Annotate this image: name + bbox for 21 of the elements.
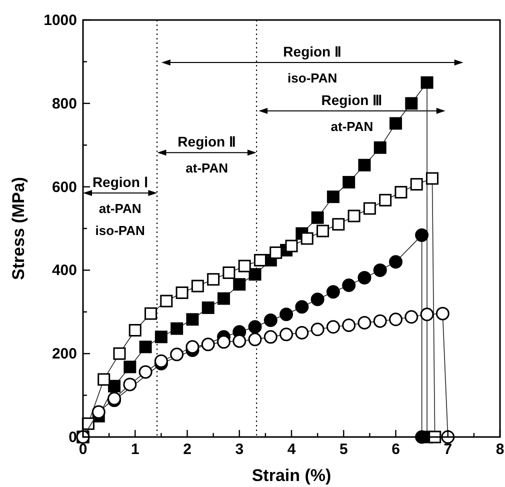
x-tick-label: 1 xyxy=(130,441,140,458)
x-tick-label: 4 xyxy=(287,441,296,458)
x-axis-title: Strain (%) xyxy=(252,466,332,485)
annotation: Region Ⅰ at-PAN iso-PAN xyxy=(92,174,148,238)
annotation: Region Ⅱ iso-PAN xyxy=(283,44,342,86)
x-tick-label: 5 xyxy=(339,441,348,458)
y-tick-label: 400 xyxy=(52,262,77,280)
x-tick-label: 6 xyxy=(392,441,400,458)
y-tick-label: 1000 xyxy=(44,12,77,29)
y-tick-label: 600 xyxy=(52,178,77,196)
x-tick-label: 2 xyxy=(183,441,192,458)
annotation: Region Ⅱ at-PAN xyxy=(178,134,236,176)
x-tick-label: 3 xyxy=(235,441,244,458)
y-tick-label: 200 xyxy=(52,346,77,363)
y-axis-title: Stress (MPa) xyxy=(9,177,28,280)
annotation: Region Ⅲ at-PAN xyxy=(321,92,383,134)
x-tick-label: 8 xyxy=(496,441,504,458)
x-tick-label: 7 xyxy=(444,441,452,458)
y-tick-label: 800 xyxy=(52,95,77,112)
x-tick-label: 0 xyxy=(78,441,88,458)
y-tick-label: 0 xyxy=(68,429,77,446)
